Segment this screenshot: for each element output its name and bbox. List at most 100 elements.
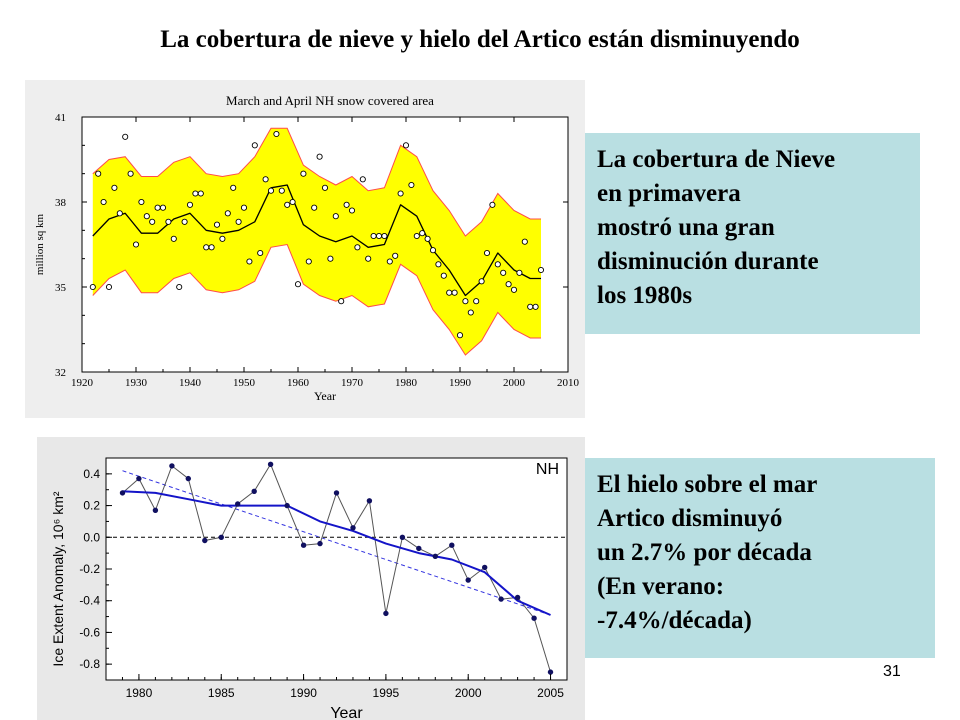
data-point [294, 281, 302, 288]
data-point [181, 218, 188, 225]
y-axis-label: Ice Extent Anomaly, 10⁶ km² [50, 491, 66, 666]
data-point [305, 258, 312, 265]
data-point [397, 190, 404, 197]
data-point [116, 210, 123, 217]
data-point [267, 461, 274, 467]
y-tick-label: 0.2 [83, 499, 100, 513]
data-point [240, 204, 248, 211]
data-point [111, 184, 118, 191]
data-point [386, 258, 393, 265]
data-point [498, 596, 504, 602]
sea-ice-note: El hielo sobre el mar Artico disminuyó u… [585, 458, 935, 658]
data-point [169, 463, 175, 469]
ice-note-line: un 2.7% por década [597, 539, 812, 566]
data-point [246, 258, 253, 265]
data-point [149, 218, 156, 225]
x-tick-label: 1995 [373, 686, 400, 700]
data-point [213, 221, 221, 228]
x-tick-label: 2000 [503, 377, 526, 389]
data-point [354, 244, 361, 251]
y-tick-label: -0.2 [79, 562, 100, 576]
data-point [197, 190, 204, 197]
data-point [467, 309, 474, 316]
data-point [413, 232, 420, 240]
snow-note-line: mostró una gran [597, 214, 775, 241]
data-point [399, 534, 406, 540]
data-point [478, 278, 485, 285]
y-tick-label: 0.4 [83, 467, 100, 481]
data-point [365, 255, 372, 262]
data-point [132, 241, 140, 248]
data-point [202, 537, 208, 544]
data-point [527, 303, 534, 310]
y-tick-label: 38 [55, 197, 67, 209]
data-point [532, 303, 539, 310]
x-tick-label: 1990 [290, 686, 317, 700]
data-point [348, 207, 356, 214]
data-point [170, 235, 177, 242]
data-point [127, 170, 134, 177]
ice-note-line: -7.4%/década) [597, 607, 752, 634]
data-point [284, 201, 291, 208]
data-point [235, 501, 241, 507]
page-number: 31 [883, 663, 901, 680]
data-point [235, 218, 242, 225]
data-point [500, 269, 507, 276]
data-point [392, 252, 399, 259]
data-point [203, 244, 210, 251]
data-point [224, 210, 231, 217]
data-point [343, 201, 350, 208]
data-point [176, 283, 183, 291]
data-point [219, 235, 226, 242]
data-point [192, 190, 199, 197]
smoothed-line [122, 490, 551, 616]
data-point [251, 142, 258, 149]
data-point [289, 198, 296, 206]
x-tick-label: 2000 [455, 686, 482, 700]
data-point [465, 577, 471, 583]
data-point [165, 218, 172, 225]
data-point [366, 498, 373, 504]
y-tick-label: 41 [55, 112, 66, 124]
data-point [451, 289, 458, 296]
data-point [432, 553, 438, 559]
data-point [143, 213, 150, 220]
data-point [186, 201, 194, 208]
x-tick-label: 1920 [71, 377, 94, 389]
data-point [419, 230, 426, 237]
data-point [516, 269, 523, 276]
data-point [435, 261, 442, 268]
data-point [185, 475, 191, 482]
x-tick-label: 1980 [126, 686, 153, 700]
data-point [383, 610, 389, 617]
x-tick-label: 1970 [341, 377, 364, 389]
x-axis-label: Year [330, 705, 363, 720]
ice-note-line: El hielo sobre el mar [597, 471, 818, 498]
data-point [408, 181, 415, 189]
data-point [300, 170, 307, 177]
data-point [257, 249, 264, 257]
data-point [154, 204, 161, 211]
snow-note-line: La cobertura de Nieve [597, 146, 836, 173]
band-upper-edge [92, 127, 541, 237]
data-point [449, 542, 455, 548]
data-point [381, 232, 388, 240]
ice-note-line: (En verano: [597, 573, 725, 600]
data-point [402, 142, 410, 149]
data-point [317, 540, 323, 547]
data-point [482, 564, 488, 571]
data-point [514, 594, 521, 601]
data-point [159, 204, 167, 211]
data-point [505, 281, 512, 288]
x-tick-label: 1980 [395, 377, 418, 389]
x-tick-label: 1930 [125, 377, 148, 389]
y-axis-label: million sq km [34, 214, 46, 276]
data-point [416, 545, 422, 552]
data-point [483, 249, 491, 257]
data-point [300, 542, 307, 548]
page-title: La cobertura de nieve y hielo del Artico… [160, 26, 800, 53]
snow-cover-note: La cobertura de Nieve en primavera mostr… [585, 133, 920, 334]
data-point [327, 255, 334, 262]
data-point [521, 238, 528, 245]
data-point [136, 475, 142, 482]
